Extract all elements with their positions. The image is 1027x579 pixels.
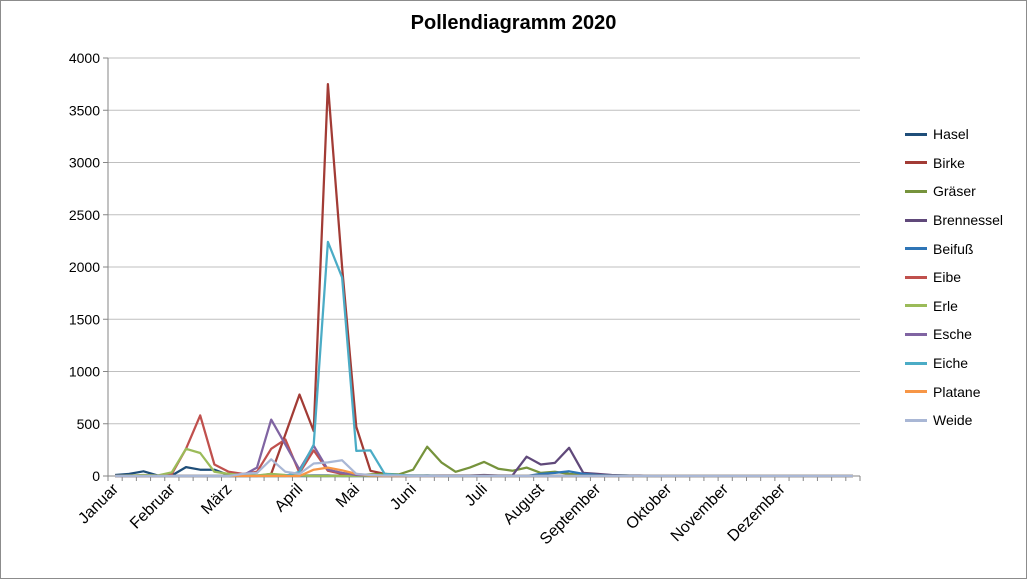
series-line-eiche: [115, 240, 853, 478]
legend-item: Erle: [905, 292, 1020, 321]
legend-swatch: [905, 218, 927, 222]
legend-label: Platane: [933, 383, 981, 400]
x-tick-label: Februar: [127, 480, 179, 532]
series-line-eibe: [115, 414, 853, 478]
legend-label: Gräser: [933, 183, 976, 200]
legend-item: Gräser: [905, 177, 1020, 206]
legend-item: Hasel: [905, 120, 1020, 149]
legend-swatch: [905, 418, 927, 422]
legend-label: Beifuß: [933, 240, 974, 257]
x-tick-label: April: [272, 481, 307, 516]
y-tick-label: 1500: [69, 311, 100, 327]
x-tick-label: Juli: [462, 481, 491, 510]
series-lines: [115, 82, 853, 478]
y-tick-label: 500: [77, 416, 101, 432]
legend-item: Platane: [905, 377, 1020, 406]
y-tick-label: 1000: [69, 364, 100, 380]
x-tick-label: März: [198, 481, 235, 518]
legend-swatch: [905, 275, 927, 279]
y-tick-label: 3500: [69, 102, 100, 118]
x-tick-label: Mai: [333, 481, 363, 511]
legend-label: Weide: [933, 412, 973, 429]
legend-label: Esche: [933, 326, 972, 343]
legend-label: Hasel: [933, 126, 969, 143]
legend-swatch: [905, 361, 927, 365]
x-tick-label: September: [537, 480, 605, 548]
series-line-birke: [115, 82, 853, 478]
legend-swatch: [905, 390, 927, 394]
legend-label: Eibe: [933, 269, 962, 286]
legend-item: Birke: [905, 149, 1020, 178]
y-tick-label: 2500: [69, 207, 100, 223]
legend-item: Eibe: [905, 263, 1020, 292]
y-tick-label: 3000: [69, 155, 100, 171]
legend-item: Weide: [905, 406, 1020, 435]
legend-item: Eiche: [905, 349, 1020, 378]
y-tick-label: 2000: [69, 259, 100, 275]
legend-swatch: [905, 332, 927, 336]
legend-label: Brennessel: [933, 212, 1004, 229]
x-tick-label: Januar: [75, 480, 122, 527]
legend-swatch: [905, 161, 927, 165]
legend-label: Birke: [933, 154, 965, 171]
legend-swatch: [905, 247, 927, 251]
y-tick-label: 0: [92, 468, 100, 484]
y-tick-label: 4000: [69, 50, 100, 66]
x-tick-label: November: [668, 480, 733, 545]
series-line-weide: [115, 458, 853, 478]
x-tick-label: Oktober: [623, 480, 676, 533]
x-tick-label: Dezember: [725, 480, 790, 545]
x-axis-ticks: Januar Februar März April Mai Juni Juli AugustS…: [75, 476, 861, 548]
legend-swatch: [905, 132, 927, 136]
x-tick-label: Juni: [387, 481, 420, 514]
legend-label: Eiche: [933, 355, 969, 372]
legend-item: Brennessel: [905, 206, 1020, 235]
legend-swatch: [905, 189, 927, 193]
legend-swatch: [905, 304, 927, 308]
y-axis-ticks: 0 500 1000 1500 2000 2500 3000 3500 4000: [69, 50, 108, 484]
series-line-esche: [115, 418, 853, 478]
chart-title: Pollendiagramm 2020: [410, 12, 617, 34]
legend-item: Esche: [905, 320, 1020, 349]
gridlines: [108, 57, 860, 425]
legend-label: Erle: [933, 297, 958, 314]
legend-item: Beifuß: [905, 234, 1020, 263]
legend: Hasel Birke Gräser Brennessel Beifuß Eibe Erle…: [905, 120, 1020, 435]
x-tick-label: August: [500, 480, 548, 528]
